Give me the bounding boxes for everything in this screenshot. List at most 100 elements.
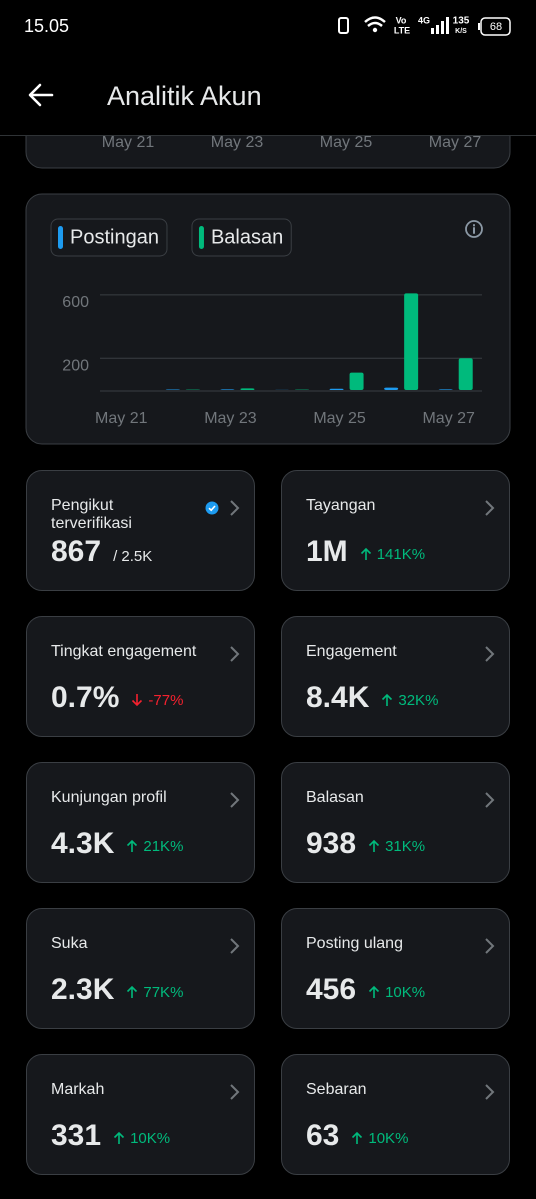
signal-icon [431, 17, 449, 34]
card-value: 331 [51, 1119, 102, 1152]
card-change: 32K% [381, 692, 438, 709]
card-title: Kunjungan profil [51, 789, 167, 806]
chevron [485, 1084, 495, 1100]
arrow-path [113, 1131, 125, 1144]
metric-card[interactable]: Balasan 938 31K% [281, 762, 510, 883]
legend-label: Postingan [70, 226, 159, 248]
change-arrow [360, 547, 371, 560]
metric-card[interactable]: Markah 331 10K% [26, 1054, 255, 1175]
card-title: Pengikut terverifikasi [51, 497, 132, 532]
arrow-path [368, 985, 380, 998]
change-arrow [113, 1131, 125, 1144]
chevron [485, 792, 495, 808]
change-text: 21K% [143, 837, 184, 855]
arrow-path [132, 694, 143, 707]
change-text: 10K% [130, 1129, 171, 1147]
bar [404, 293, 419, 390]
arrow-path [360, 547, 371, 560]
legend-swatch [198, 226, 204, 249]
card-total: / 2.5K [113, 548, 153, 565]
chevron-path [230, 646, 240, 662]
chevron [485, 500, 495, 516]
chevron-path [485, 792, 495, 808]
chevron [230, 792, 240, 808]
header-title: Analitik Akun [107, 81, 262, 111]
back-button[interactable] [28, 83, 54, 107]
chevron [485, 938, 495, 954]
change-arrow [368, 985, 380, 998]
arrow-path [368, 839, 380, 852]
chevron [230, 1084, 240, 1100]
arrow-path [127, 985, 138, 998]
prev-x-label: May 23 [211, 134, 264, 151]
legend-chip [191, 218, 292, 257]
card-change: 10K% [368, 984, 425, 1001]
metric-card[interactable]: Engagement 8.4K 32K% [281, 616, 510, 737]
bar [220, 389, 235, 390]
change-text: 141K% [376, 545, 426, 563]
vibrate-icon [338, 17, 349, 34]
chevron [230, 646, 240, 662]
card-title: Balasan [306, 789, 364, 806]
card-title: Markah [51, 1081, 105, 1098]
change-text: 10K% [368, 1129, 409, 1147]
card-change: 31K% [368, 838, 425, 855]
volte-top: Vo [396, 15, 407, 25]
prev-x-label: May 21 [102, 134, 155, 151]
x-tick-label: May 27 [422, 410, 475, 427]
chevron [230, 938, 240, 954]
card-row: 0.7% -77% [51, 681, 183, 715]
metric-card[interactable]: Suka 2.3K 77K% [26, 908, 255, 1029]
bar [384, 387, 399, 390]
chevron-path [230, 792, 240, 808]
prev-x-label: May 27 [429, 134, 482, 151]
card-change: 77K% [126, 984, 183, 1001]
metric-card[interactable]: Tingkat engagement 0.7% -77% [26, 616, 255, 737]
card-value: 0.7% [51, 681, 120, 714]
card-value: 2.3K [51, 973, 115, 1006]
chevron [485, 646, 495, 662]
change-text: 32K% [398, 691, 439, 709]
card-change: 10K% [113, 1130, 170, 1147]
card-title: Tayangan [306, 497, 376, 514]
battery-outline [480, 17, 511, 36]
chevron-path [485, 500, 495, 516]
battery-tip [478, 23, 480, 30]
metric-card[interactable]: Kunjungan profil 4.3K 21K% [26, 762, 255, 883]
top-area: May 21 May 23 May 25 May 27 15.05 Vo LTE 4G… [0, 0, 536, 445]
card-value: 938 [306, 827, 357, 860]
card-change: 21K% [126, 838, 183, 855]
bar [240, 388, 255, 390]
card-row: 2.3K 77K% [51, 973, 183, 1007]
change-arrow [127, 839, 138, 852]
wifi-icon [364, 16, 386, 27]
info-icon[interactable] [465, 220, 483, 238]
status-time: 15.05 [24, 16, 69, 36]
card-row: 456 10K% [306, 973, 425, 1007]
card-row: 1M 141K% [306, 535, 425, 569]
card-value: 4.3K [51, 827, 115, 860]
change-arrow [352, 1131, 363, 1144]
card-change: 141K% [360, 546, 425, 563]
card-title: Sebaran [306, 1081, 367, 1098]
arrow-path [382, 693, 393, 706]
chevron-path [485, 938, 495, 954]
y-tick-label: 600 [62, 294, 89, 311]
badge-check [208, 505, 216, 512]
x-tick-label: May 23 [204, 410, 257, 427]
metric-card[interactable]: Pengikut terverifikasi 867 / 2.5K [26, 470, 255, 591]
y-tick-label: 200 [62, 358, 89, 375]
volte-bottom: LTE [394, 25, 410, 35]
network-type: 4G [418, 15, 430, 25]
change-arrow [382, 693, 393, 706]
metric-card[interactable]: Sebaran 63 10K% [281, 1054, 510, 1175]
metric-card[interactable]: Posting ulang 456 10K% [281, 908, 510, 1029]
card-value: 456 [306, 973, 357, 1006]
chevron-path [485, 646, 495, 662]
card-title: Suka [51, 935, 88, 952]
chevron-path [230, 938, 240, 954]
metric-card[interactable]: Tayangan 1M 141K% [281, 470, 510, 591]
bar [349, 372, 364, 390]
arrow-path [352, 1131, 363, 1144]
